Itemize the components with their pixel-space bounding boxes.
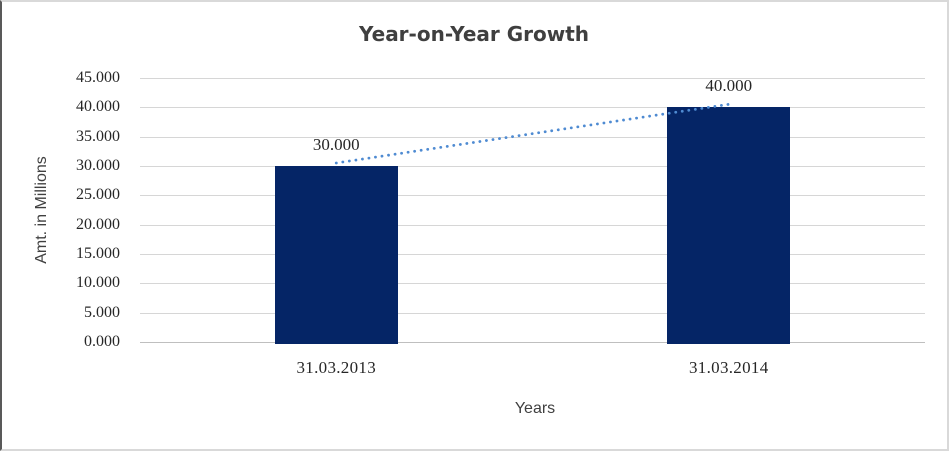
- gridline: [140, 166, 925, 167]
- bar: [274, 166, 398, 344]
- y-tick-label: 0.000: [84, 333, 120, 350]
- y-tick-label: 15.000: [76, 245, 120, 262]
- gridline: [140, 254, 925, 255]
- x-axis-line: [140, 342, 925, 343]
- y-tick-label: 10.000: [76, 274, 120, 292]
- x-tick-label: 31.03.2014: [689, 358, 769, 377]
- y-tick-label: 30.000: [76, 157, 120, 174]
- y-tick-label: 20.000: [76, 215, 120, 233]
- gridline: [140, 224, 925, 226]
- y-tick-label: 40.000: [76, 98, 120, 116]
- gridline: [140, 136, 925, 138]
- gridline: [140, 283, 925, 285]
- bar: [667, 107, 791, 344]
- y-tick-label: 35.000: [76, 127, 120, 145]
- y-tick-label: 25.000: [76, 186, 120, 204]
- gridline: [140, 78, 925, 79]
- bar-value-label: 30.000: [312, 135, 360, 154]
- gridline: [140, 195, 925, 197]
- chart-title: Year-on-Year Growth: [358, 22, 590, 46]
- y-tick-label: 45.000: [76, 69, 120, 86]
- x-tick-label: 31.03.2013: [296, 358, 376, 377]
- bar-value-label: 40.000: [705, 76, 753, 96]
- gridline: [140, 312, 925, 314]
- y-tick-label: 5.000: [84, 303, 120, 321]
- gridline: [140, 107, 925, 109]
- x-axis-title: Years: [514, 400, 556, 417]
